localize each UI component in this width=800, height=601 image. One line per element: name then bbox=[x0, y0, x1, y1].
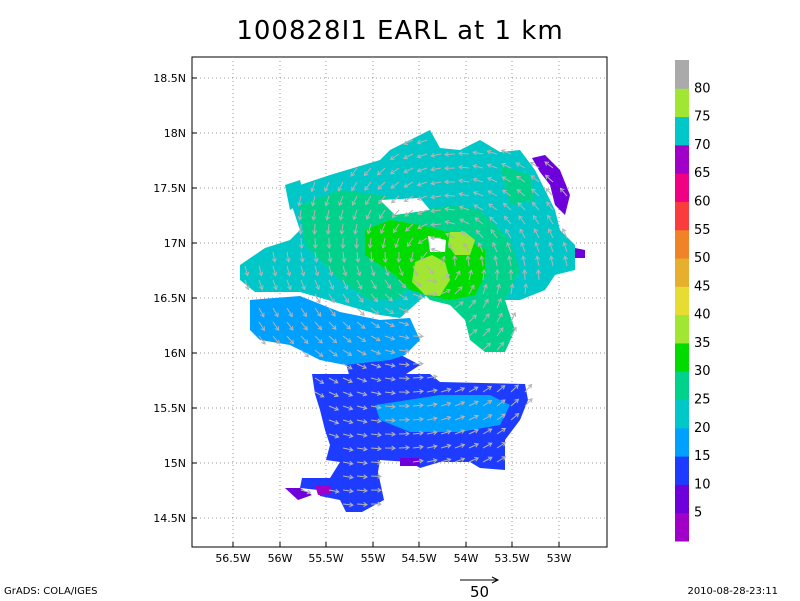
colorbar-label: 60 bbox=[694, 194, 711, 209]
colorbar-swatch bbox=[675, 60, 689, 89]
colorbar-label: 70 bbox=[694, 138, 711, 153]
lon-label: 56.5W bbox=[215, 552, 250, 565]
region-5kt-south bbox=[400, 458, 420, 466]
lat-label: 15N bbox=[164, 457, 186, 470]
colorbar-swatch bbox=[675, 286, 689, 315]
colorbar-swatch bbox=[675, 173, 689, 202]
colorbar-label: 50 bbox=[694, 251, 711, 266]
lon-label: 56W bbox=[268, 552, 293, 565]
lon-label: 54W bbox=[454, 552, 479, 565]
lat-label: 16.5N bbox=[153, 292, 186, 305]
reference-vector-label: 50 bbox=[470, 583, 489, 601]
lat-label: 17.5N bbox=[153, 182, 186, 195]
lat-label: 17N bbox=[164, 237, 186, 250]
colorbar-swatch bbox=[675, 400, 689, 429]
lat-label: 18N bbox=[164, 127, 186, 140]
colorbar-label: 75 bbox=[694, 110, 711, 125]
colorbar-label: 30 bbox=[694, 364, 711, 379]
colorbar-label: 5 bbox=[694, 506, 702, 521]
lon-label: 55W bbox=[361, 552, 386, 565]
colorbar-swatch bbox=[675, 484, 689, 513]
colorbar bbox=[675, 60, 689, 542]
timestamp: 2010-08-28-23:11 bbox=[687, 586, 778, 597]
colorbar-swatch bbox=[675, 513, 689, 542]
colorbar-label: 80 bbox=[694, 81, 711, 96]
colorbar-label: 20 bbox=[694, 421, 711, 436]
colorbar-swatch bbox=[675, 456, 689, 485]
lat-label: 16N bbox=[164, 347, 186, 360]
colorbar-swatch bbox=[675, 117, 689, 146]
lon-label: 53W bbox=[547, 552, 572, 565]
colorbar-swatch bbox=[675, 371, 689, 400]
colorbar-label: 25 bbox=[694, 393, 711, 408]
grads-credit: GrADS: COLA/IGES bbox=[4, 586, 98, 597]
colorbar-swatch bbox=[675, 315, 689, 344]
latitude-labels: 14.5N 15N 15.5N 16N 16.5N 17N 17.5N 18N 18.5N bbox=[153, 72, 186, 525]
colorbar-swatch bbox=[675, 145, 689, 174]
colorbar-label: 15 bbox=[694, 449, 711, 464]
lat-label: 18.5N bbox=[153, 72, 186, 85]
colorbar-label: 65 bbox=[694, 166, 711, 181]
colorbar-label: 45 bbox=[694, 279, 711, 294]
colorbar-swatch bbox=[675, 88, 689, 117]
lon-label: 53.5W bbox=[494, 552, 529, 565]
colorbar-label: 35 bbox=[694, 336, 711, 351]
colorbar-labels: 5 10 15 20 25 30 35 40 45 50 55 60 65 70 75 80 bbox=[694, 81, 711, 520]
colorbar-swatch bbox=[675, 258, 689, 287]
colorbar-label: 40 bbox=[694, 308, 711, 323]
lat-label: 15.5N bbox=[153, 402, 186, 415]
colorbar-swatch bbox=[675, 428, 689, 457]
lat-label: 14.5N bbox=[153, 512, 186, 525]
colorbar-swatch bbox=[675, 343, 689, 372]
longitude-labels: 56.5W 56W 55.5W 55W 54.5W 54W 53.5W 53W bbox=[215, 552, 571, 565]
lon-label: 55.5W bbox=[308, 552, 343, 565]
colorbar-swatch bbox=[675, 201, 689, 230]
lon-label: 54.5W bbox=[401, 552, 436, 565]
colorbar-label: 10 bbox=[694, 477, 711, 492]
colorbar-swatch bbox=[675, 230, 689, 259]
colorbar-label: 55 bbox=[694, 223, 711, 238]
